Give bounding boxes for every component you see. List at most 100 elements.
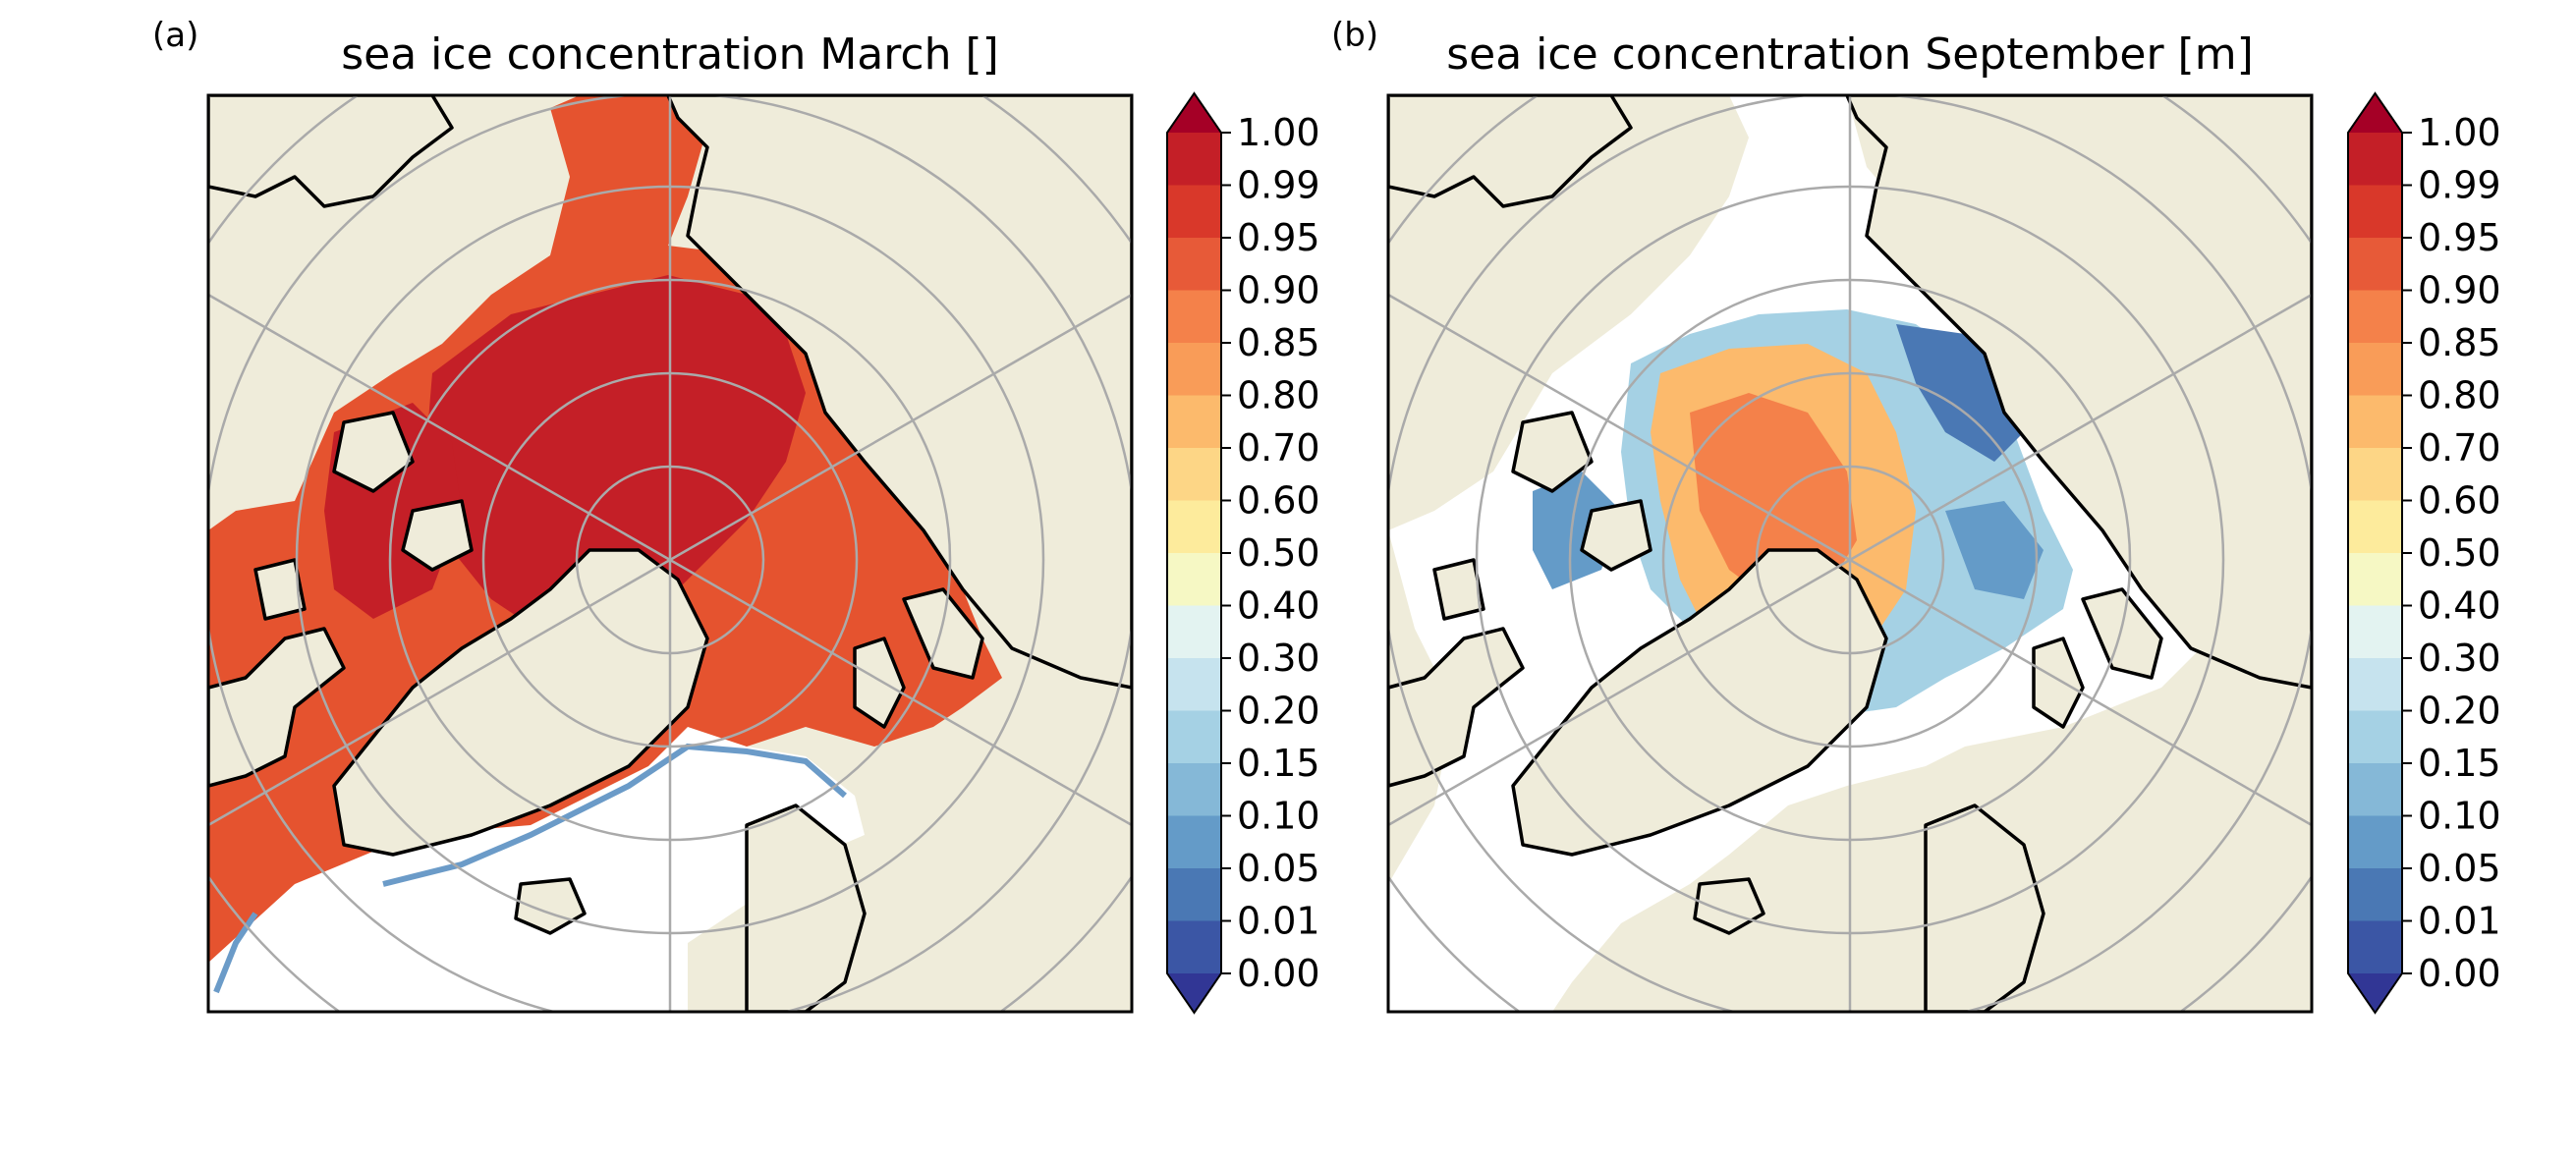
panel-b-svalbard xyxy=(2032,637,2085,729)
panel-a-island-3 xyxy=(253,558,307,621)
panel-b-siberia xyxy=(1845,95,2312,690)
panel-a-colorbar-segment xyxy=(1167,290,1221,344)
panel-a-title: sea ice concentration March [] xyxy=(341,29,999,80)
panel-a-colorbar-tick-label: 0.05 xyxy=(1237,847,1320,890)
panel-a-gridlines xyxy=(208,95,1132,1012)
panel-a-colorbar-tick-label: 0.70 xyxy=(1237,426,1320,470)
panel-a-colorbar-tick-label: 0.40 xyxy=(1237,584,1320,628)
panel-a-colorbar-tick-label: 0.50 xyxy=(1237,531,1320,575)
panel-a-ice-core xyxy=(422,275,806,638)
panel-a-colorbar-segment xyxy=(1167,658,1221,711)
panel-b-colorbar-tick-label: 1.00 xyxy=(2418,111,2501,154)
panel-a-colorbar-tick-label: 0.00 xyxy=(1237,952,1320,995)
panel-b-colorbar-over-extend xyxy=(2348,93,2402,133)
panel-b: (b) sea ice concentration September [m] xyxy=(1331,16,2314,1014)
panel-a-colorbar-segment xyxy=(1167,868,1221,921)
panel-b-map xyxy=(1388,95,2312,1012)
panel-a-colorbar-segment xyxy=(1167,238,1221,291)
panel-b-colorbar-tick-label: 0.70 xyxy=(2418,426,2501,470)
panel-b-colorbar-tick-label: 0.85 xyxy=(2418,321,2501,364)
panel-a-colorbar-segment xyxy=(1167,763,1221,816)
panel-a-colorbar-segment xyxy=(1167,395,1221,449)
panel-a-island-2 xyxy=(401,499,474,572)
panel-a-colorbar: 1.00 0.99 0.95 0.90 0.85 0.80 0.70 0.60 0.50 0.40… xyxy=(1166,91,1320,1015)
panel-b-colorbar-tick-label: 0.05 xyxy=(2418,847,2501,890)
panel-a-colorbar-tick-label: 0.10 xyxy=(1237,795,1320,838)
panel-b-gridlines xyxy=(1388,95,2312,1012)
panel-b-colorbar-under-extend xyxy=(2348,973,2402,1013)
panel-a: (a) sea ice concentration March [] xyxy=(152,16,1134,1014)
panel-a-colorbar-segment xyxy=(1167,448,1221,501)
panel-a-colorbar-tick-label: 0.90 xyxy=(1237,269,1320,312)
panel-a-landmasses xyxy=(208,95,1132,1012)
panel-b-colorbar-segment xyxy=(2348,448,2402,501)
panel-a-alaska xyxy=(208,95,454,208)
panel-a-siberia xyxy=(666,95,1132,690)
panel-b-colorbar-tick-label: 0.95 xyxy=(2418,216,2501,259)
panel-b-colorbar-segment xyxy=(2348,815,2402,869)
panel-a-map xyxy=(208,95,1132,1012)
panel-a-colorbar-tick-label: 0.99 xyxy=(1237,164,1320,207)
panel-b-ice-core xyxy=(1690,393,1857,599)
panel-a-colorbar-segment xyxy=(1167,500,1221,554)
panel-b-colorbar-segment xyxy=(2348,658,2402,711)
panel-b-colorbar-segment xyxy=(2348,133,2402,186)
panel-a-colorbar-segment xyxy=(1167,920,1221,974)
panel-a-colorbar-tick-label: 0.80 xyxy=(1237,374,1320,417)
panel-b-frame xyxy=(1386,93,2314,1014)
panel-b-colorbar-tick-label: 0.20 xyxy=(2418,690,2501,733)
panel-b-colorbar-segment xyxy=(2348,185,2402,239)
panel-a-colorbar-tick-label: 1.00 xyxy=(1237,111,1320,154)
panel-b-colorbar-segment xyxy=(2348,710,2402,764)
panel-b-colorbar-tick-label: 0.00 xyxy=(2418,952,2501,995)
panel-b-colorbar-segment xyxy=(2348,395,2402,449)
panel-a-frame xyxy=(206,93,1134,1014)
panel-b-colorbar: 1.00 0.99 0.95 0.90 0.85 0.80 0.70 0.60 0.50 0.40… xyxy=(2347,91,2501,1015)
panel-a-colorbar-tick-label: 0.01 xyxy=(1237,900,1320,943)
panel-a-open-ocean xyxy=(208,727,865,1012)
panel-b-island-3 xyxy=(1432,558,1485,621)
panel-b-colorbar-segment xyxy=(2348,553,2402,606)
panel-a-island-1 xyxy=(332,411,415,493)
panel-b-colorbar-tick-label: 0.30 xyxy=(2418,637,2501,680)
panel-a-colorbar-segment xyxy=(1167,553,1221,606)
panel-a-colorbar-tick-label: 0.30 xyxy=(1237,637,1320,680)
panel-b-colorbar-segment xyxy=(2348,500,2402,554)
panel-b-colorbar-tick-label: 0.01 xyxy=(2418,900,2501,943)
panel-a-colorbar-segment xyxy=(1167,710,1221,764)
panel-b-greenland xyxy=(1511,548,1888,857)
panel-a-label: (a) xyxy=(152,16,198,55)
panel-b-colorbar-segment xyxy=(2348,920,2402,974)
panel-b-colorbar-segment xyxy=(2348,343,2402,396)
panel-a-colorbar-tick-label: 0.15 xyxy=(1237,742,1320,785)
panel-b-colorbar-tick-label: 0.15 xyxy=(2418,742,2501,785)
panel-b-island-2 xyxy=(1580,499,1652,572)
panel-b-novaya-zemlya xyxy=(2081,587,2163,680)
panel-b-colorbar-tick-label: 0.10 xyxy=(2418,795,2501,838)
panel-a-colorbar-tick-label: 0.95 xyxy=(1237,216,1320,259)
panel-a-colorbar-tick-label: 0.20 xyxy=(1237,690,1320,733)
panel-a-colorbar-segment xyxy=(1167,343,1221,396)
panel-b-colorbar-segment xyxy=(2348,290,2402,344)
panel-b-colorbar-tick-label: 0.80 xyxy=(2418,374,2501,417)
panel-a-colorbar-tick-label: 0.60 xyxy=(1237,479,1320,523)
panel-b-colorbar-segment xyxy=(2348,605,2402,659)
panel-b-colorbar-tick-label: 0.99 xyxy=(2418,164,2501,207)
panel-a-greenland xyxy=(332,548,709,857)
panel-b-colorbar-tick-label: 0.40 xyxy=(2418,584,2501,628)
panel-b-alaska xyxy=(1388,95,1633,208)
panel-b-title: sea ice concentration September [m] xyxy=(1446,29,2254,80)
panel-a-ice-margin-west xyxy=(213,912,258,994)
panel-b-colorbar-segment xyxy=(2348,763,2402,816)
panel-b-colorbar-tick-label: 0.60 xyxy=(2418,479,2501,523)
panel-b-ice-blue-2 xyxy=(1945,501,2044,599)
panel-b-colorbar-segment xyxy=(2348,868,2402,921)
panel-a-svalbard xyxy=(853,637,906,729)
panel-a-colorbar-over-extend xyxy=(1167,93,1221,133)
panel-b-island-1 xyxy=(1511,411,1594,493)
panel-a-colorbar-segment xyxy=(1167,815,1221,869)
panel-a-novaya-zemlya xyxy=(902,587,984,680)
panel-b-colorbar-tick-label: 0.90 xyxy=(2418,269,2501,312)
panel-b-colorbar-segment xyxy=(2348,238,2402,291)
